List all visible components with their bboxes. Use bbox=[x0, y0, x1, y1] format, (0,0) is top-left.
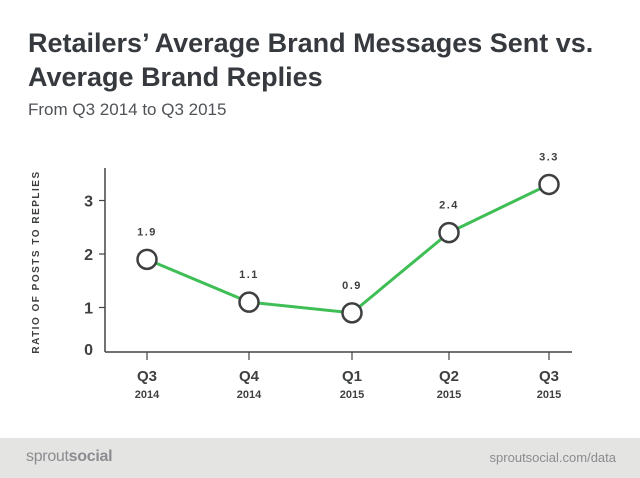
x-tick-label-year: 2015 bbox=[537, 389, 561, 401]
x-tick-label-year: 2014 bbox=[237, 389, 262, 401]
series-line bbox=[146, 183, 550, 315]
footer-url[interactable]: sproutsocial.com/data bbox=[489, 450, 616, 465]
data-label: 2.4 bbox=[439, 200, 459, 212]
brand-logo[interactable]: sproutsocial bbox=[26, 448, 113, 466]
data-point[interactable] bbox=[341, 302, 363, 324]
chart-subtitle: From Q3 2014 to Q3 2015 bbox=[28, 100, 227, 119]
chart-title: Retailers’ Average Brand Messages Sent v… bbox=[28, 28, 594, 92]
y-axis-label: RATIO OF POSTS TO REPLIES bbox=[31, 170, 42, 353]
line-chart: RATIO OF POSTS TO REPLIES 0 1 2 3 Q3 2014 Q4 2… bbox=[31, 151, 572, 401]
x-tick-label-quarter: Q2 bbox=[439, 368, 459, 385]
data-label: 1.1 bbox=[239, 269, 259, 281]
y-tick-label: 3 bbox=[84, 194, 93, 211]
data-label: 3.3 bbox=[539, 151, 559, 163]
x-tick-label-quarter: Q4 bbox=[239, 368, 260, 385]
x-tick-label-year: 2015 bbox=[437, 389, 461, 401]
footer: sproutsocial sproutsocial.com/data bbox=[0, 438, 640, 478]
data-label: 1.9 bbox=[137, 226, 157, 238]
x-tick-label-quarter: Q3 bbox=[137, 368, 157, 385]
y-tick-label: 0 bbox=[84, 342, 93, 359]
data-point[interactable] bbox=[538, 173, 560, 196]
data-point[interactable] bbox=[238, 291, 260, 313]
data-point[interactable] bbox=[438, 221, 460, 244]
x-tick-label-year: 2014 bbox=[135, 389, 160, 401]
data-label: 0.9 bbox=[342, 280, 362, 292]
y-tick-label: 2 bbox=[84, 247, 93, 264]
brand-part-2: social bbox=[68, 448, 113, 465]
x-tick-label-year: 2015 bbox=[340, 389, 364, 401]
data-point[interactable] bbox=[136, 248, 158, 271]
y-tick-label: 1 bbox=[84, 301, 93, 318]
brand-part-1: sprout bbox=[26, 448, 69, 465]
x-tick-label-quarter: Q1 bbox=[342, 368, 362, 385]
x-tick-label-quarter: Q3 bbox=[539, 368, 559, 385]
